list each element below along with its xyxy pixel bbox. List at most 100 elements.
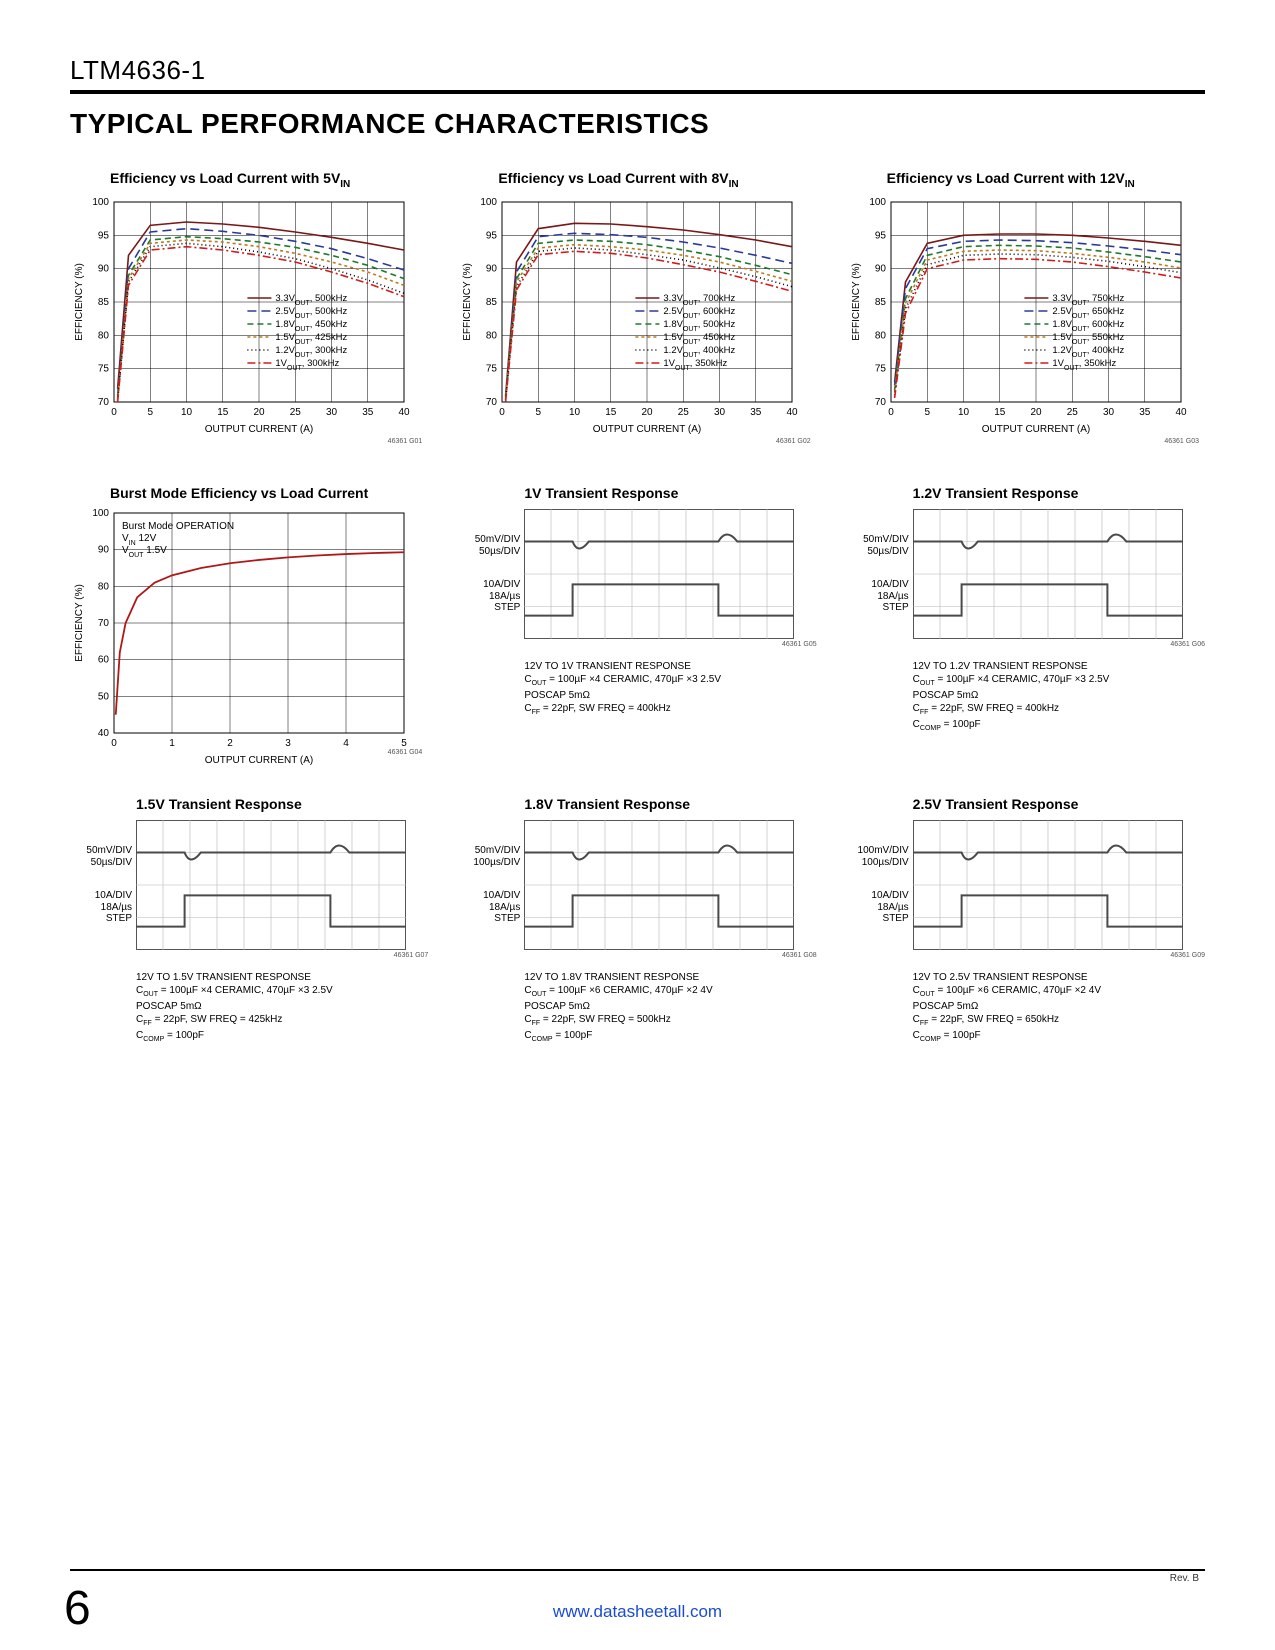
scope-1v8: 1.8V Transient Response 50mV/DIV100µs/DI… xyxy=(464,796,822,1044)
svg-text:OUTPUT CURRENT (A): OUTPUT CURRENT (A) xyxy=(593,424,702,435)
svg-text:40: 40 xyxy=(98,728,110,739)
revision: Rev. B xyxy=(1170,1573,1205,1584)
svg-text:70: 70 xyxy=(486,397,498,408)
chart-eff-5vin: Efficiency vs Load Current with 5VIN 051… xyxy=(70,170,428,445)
svg-text:1.8VOUT, 450kHz: 1.8VOUT, 450kHz xyxy=(275,319,347,333)
svg-text:90: 90 xyxy=(98,544,110,555)
svg-text:30: 30 xyxy=(714,407,726,418)
svg-text:50: 50 xyxy=(98,691,110,702)
svg-text:1.8VOUT, 600kHz: 1.8VOUT, 600kHz xyxy=(1052,319,1124,333)
svg-text:2.5VOUT, 650kHz: 2.5VOUT, 650kHz xyxy=(1052,306,1124,320)
svg-text:100: 100 xyxy=(92,197,109,208)
svg-text:25: 25 xyxy=(678,407,690,418)
svg-text:40: 40 xyxy=(398,407,410,418)
svg-text:OUTPUT CURRENT (A): OUTPUT CURRENT (A) xyxy=(205,424,314,435)
svg-text:35: 35 xyxy=(1139,407,1151,418)
svg-text:3.3VOUT, 750kHz: 3.3VOUT, 750kHz xyxy=(1052,293,1124,307)
svg-text:3: 3 xyxy=(285,738,291,749)
svg-text:70: 70 xyxy=(875,397,887,408)
svg-text:1VOUT, 350kHz: 1VOUT, 350kHz xyxy=(664,358,728,372)
eff-chart-3: 0510152025303540707580859095100OUTPUT CU… xyxy=(847,196,1187,436)
svg-text:60: 60 xyxy=(98,654,110,665)
chart-burst: Burst Mode Efficiency vs Load Current 01… xyxy=(70,485,428,756)
svg-text:35: 35 xyxy=(362,407,374,418)
svg-text:35: 35 xyxy=(751,407,763,418)
svg-text:0: 0 xyxy=(500,407,506,418)
svg-text:80: 80 xyxy=(875,330,887,341)
eff-chart-2: 0 5 10 15 20 25 30 35 40 70 75 80 85 90 95 100 OUTPUT CU… xyxy=(458,196,798,436)
eff-chart-1: 0510152025303540707580859095100OUTPUT CU… xyxy=(70,196,410,436)
svg-text:20: 20 xyxy=(642,407,654,418)
svg-text:1VOUT, 300kHz: 1VOUT, 300kHz xyxy=(275,358,339,372)
svg-text:85: 85 xyxy=(98,297,110,308)
svg-text:25: 25 xyxy=(1066,407,1078,418)
svg-text:5: 5 xyxy=(147,407,153,418)
chart-eff-8vin: Efficiency vs Load Current with 8VIN 051… xyxy=(458,170,816,445)
svg-text:1.5VOUT, 450kHz: 1.5VOUT, 450kHz xyxy=(664,332,736,346)
page-footer: Rev. B www.datasheetall.com xyxy=(70,1569,1205,1622)
svg-text:40: 40 xyxy=(787,407,799,418)
svg-text:90: 90 xyxy=(875,263,887,274)
svg-text:0: 0 xyxy=(111,407,117,418)
scope-2v5: 2.5V Transient Response 100mV/DIV100µs/D… xyxy=(853,796,1211,1044)
svg-text:EFFICIENCY (%): EFFICIENCY (%) xyxy=(462,263,473,341)
scope-div-labels: 100mV/DIV100µs/DIV10A/DIV18A/µsSTEP xyxy=(853,845,909,925)
svg-text:EFFICIENCY (%): EFFICIENCY (%) xyxy=(74,263,85,341)
svg-text:70: 70 xyxy=(98,397,110,408)
svg-text:90: 90 xyxy=(486,263,498,274)
svg-text:EFFICIENCY (%): EFFICIENCY (%) xyxy=(851,263,862,341)
svg-text:80: 80 xyxy=(98,330,110,341)
section-title: TYPICAL PERFORMANCE CHARACTERISTICS xyxy=(70,108,1205,140)
scope-div-labels: 50mV/DIV50µs/DIV10A/DIV18A/µsSTEP xyxy=(76,845,132,925)
chart-eff-12vin: Efficiency vs Load Current with 12VIN 05… xyxy=(847,170,1205,445)
svg-text:10: 10 xyxy=(569,407,581,418)
svg-text:90: 90 xyxy=(98,263,110,274)
svg-text:75: 75 xyxy=(486,363,498,374)
svg-text:VOUT 1.5V: VOUT 1.5V xyxy=(122,545,167,559)
svg-text:1.2VOUT, 400kHz: 1.2VOUT, 400kHz xyxy=(1052,345,1124,359)
svg-text:2.5VOUT, 500kHz: 2.5VOUT, 500kHz xyxy=(275,306,347,320)
svg-text:95: 95 xyxy=(486,230,498,241)
svg-text:30: 30 xyxy=(326,407,338,418)
scope-1v: 1V Transient Response 50mV/DIV50µs/DIV10… xyxy=(464,485,822,756)
svg-text:25: 25 xyxy=(290,407,302,418)
svg-text:85: 85 xyxy=(486,297,498,308)
scope-div-labels: 50mV/DIV50µs/DIV10A/DIV18A/µsSTEP xyxy=(464,534,520,614)
svg-text:20: 20 xyxy=(1030,407,1042,418)
svg-text:30: 30 xyxy=(1103,407,1115,418)
svg-text:85: 85 xyxy=(875,297,887,308)
svg-text:75: 75 xyxy=(875,363,887,374)
svg-text:15: 15 xyxy=(606,407,618,418)
scope-div-labels: 50mV/DIV50µs/DIV10A/DIV18A/µsSTEP xyxy=(853,534,909,614)
svg-text:2: 2 xyxy=(227,738,233,749)
svg-text:0: 0 xyxy=(111,738,117,749)
svg-text:80: 80 xyxy=(98,581,110,592)
svg-text:10: 10 xyxy=(958,407,970,418)
source-url[interactable]: www.datasheetall.com xyxy=(70,1584,1205,1622)
chart-grid: Efficiency vs Load Current with 5VIN 051… xyxy=(70,170,1205,1044)
svg-text:10: 10 xyxy=(181,407,193,418)
svg-text:75: 75 xyxy=(98,363,110,374)
svg-text:100: 100 xyxy=(481,197,498,208)
burst-chart: 012345405060708090100OUTPUT CURRENT (A)E… xyxy=(70,507,410,747)
svg-text:1.2VOUT, 300kHz: 1.2VOUT, 300kHz xyxy=(275,345,347,359)
svg-text:5: 5 xyxy=(401,738,407,749)
svg-text:15: 15 xyxy=(217,407,229,418)
svg-text:1.5VOUT, 550kHz: 1.5VOUT, 550kHz xyxy=(1052,332,1124,346)
svg-text:Burst Mode OPERATION: Burst Mode OPERATION xyxy=(122,521,234,532)
svg-text:80: 80 xyxy=(486,330,498,341)
svg-text:1.8VOUT, 500kHz: 1.8VOUT, 500kHz xyxy=(664,319,736,333)
svg-text:20: 20 xyxy=(253,407,265,418)
svg-text:0: 0 xyxy=(888,407,894,418)
svg-text:OUTPUT CURRENT (A): OUTPUT CURRENT (A) xyxy=(981,424,1090,435)
svg-text:3.3VOUT, 700kHz: 3.3VOUT, 700kHz xyxy=(664,293,736,307)
svg-text:5: 5 xyxy=(924,407,930,418)
svg-text:EFFICIENCY (%): EFFICIENCY (%) xyxy=(74,584,85,662)
scope-div-labels: 50mV/DIV100µs/DIV10A/DIV18A/µsSTEP xyxy=(464,845,520,925)
page-number: 6 xyxy=(64,1581,91,1636)
svg-text:3.3VOUT, 500kHz: 3.3VOUT, 500kHz xyxy=(275,293,347,307)
svg-text:2.5VOUT, 600kHz: 2.5VOUT, 600kHz xyxy=(664,306,736,320)
part-number: LTM4636-1 xyxy=(70,55,1205,94)
svg-text:5: 5 xyxy=(536,407,542,418)
svg-text:1.2VOUT, 400kHz: 1.2VOUT, 400kHz xyxy=(664,345,736,359)
